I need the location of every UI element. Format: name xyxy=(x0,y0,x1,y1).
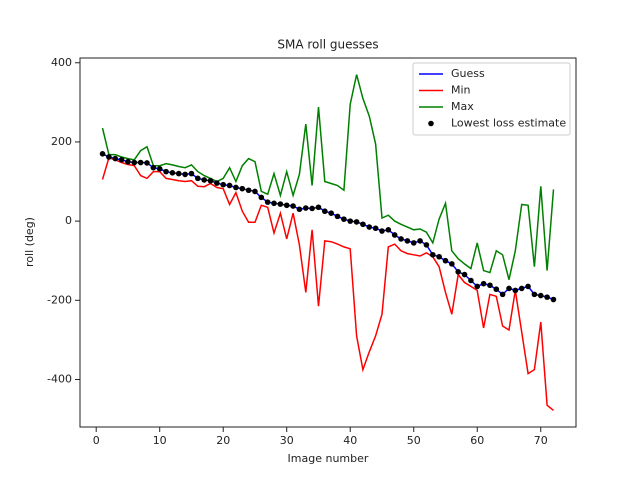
scatter-point xyxy=(163,168,169,175)
scatter-point xyxy=(290,203,296,209)
scatter-point xyxy=(468,277,474,284)
scatter-point xyxy=(112,155,119,162)
x-tick-label: 70 xyxy=(534,434,548,447)
scatter-point xyxy=(125,158,131,165)
scatter-point xyxy=(302,205,309,211)
scatter-point xyxy=(410,240,417,246)
scatter-point xyxy=(195,175,201,182)
scatter-point xyxy=(214,180,220,186)
scatter-point xyxy=(360,221,366,228)
scatter-point xyxy=(328,210,334,217)
scatter-point xyxy=(398,236,404,242)
scatter-point xyxy=(239,185,246,192)
scatter-point xyxy=(423,242,430,248)
scatter-point xyxy=(271,200,277,207)
scatter-point xyxy=(379,228,385,234)
scatter-point xyxy=(417,238,423,244)
scatter-point xyxy=(493,286,500,293)
scatter-point xyxy=(537,292,544,299)
scatter-point xyxy=(188,170,195,177)
legend-swatch xyxy=(428,120,434,127)
y-tick-label: 200 xyxy=(51,135,72,148)
scatter-point xyxy=(341,216,347,222)
scatter-point xyxy=(150,164,157,171)
scatter-point xyxy=(99,151,106,157)
scatter-point xyxy=(506,285,512,292)
line-series xyxy=(102,153,554,301)
scatter-point xyxy=(474,283,481,290)
scatter-point xyxy=(512,287,519,294)
x-tick-label: 20 xyxy=(216,434,230,447)
scatter-point xyxy=(252,188,258,195)
scatter-point xyxy=(322,208,328,215)
y-tick-label: 0 xyxy=(65,214,72,227)
scatter-point xyxy=(315,204,322,211)
scatter-point xyxy=(106,154,112,160)
plot-frame xyxy=(79,57,577,428)
x-tick-label: 0 xyxy=(93,434,100,447)
scatter-point xyxy=(391,232,398,238)
x-tick-label: 40 xyxy=(343,434,357,447)
scatter-point xyxy=(353,219,360,225)
legend-label: Max xyxy=(451,100,474,113)
scatter-point xyxy=(207,177,214,184)
x-tick-label: 30 xyxy=(280,434,294,447)
scatter-point xyxy=(436,253,442,260)
x-tick-label: 50 xyxy=(407,434,421,447)
x-tick-label: 60 xyxy=(470,434,484,447)
chart-title: SMA roll guesses xyxy=(277,38,378,52)
scatter-point xyxy=(175,170,182,177)
scatter-point xyxy=(487,282,493,289)
scatter-point xyxy=(201,177,207,183)
scatter-point xyxy=(334,213,341,220)
scatter-point xyxy=(296,206,303,213)
scatter-point xyxy=(169,170,176,176)
scatter-point xyxy=(118,156,125,163)
scatter-point xyxy=(429,251,436,258)
scatter-point xyxy=(525,283,531,290)
scatter-point xyxy=(404,238,411,244)
legend-label: Lowest loss estimate xyxy=(451,117,566,130)
scatter-point xyxy=(347,218,354,224)
scatter-point xyxy=(372,225,379,232)
x-tick-label: 10 xyxy=(153,434,167,447)
scatter-point xyxy=(499,291,506,298)
scatter-point xyxy=(480,280,487,287)
legend-box xyxy=(412,62,571,136)
scatter-point xyxy=(283,202,290,209)
y-tick-label: -200 xyxy=(47,293,72,306)
scatter-point xyxy=(461,271,468,278)
scatter-point xyxy=(137,159,144,166)
scatter-point xyxy=(264,199,271,205)
scatter-point xyxy=(518,285,525,292)
legend-label: Min xyxy=(451,84,471,97)
scatter-point xyxy=(550,296,557,303)
scatter-point xyxy=(531,291,538,298)
line-series xyxy=(101,74,555,280)
scatter-point xyxy=(309,205,315,212)
scatter-point xyxy=(131,159,138,166)
line-series xyxy=(101,156,554,411)
scatter-point xyxy=(277,201,284,207)
scatter-point xyxy=(144,160,150,166)
y-tick-label: 400 xyxy=(51,56,72,69)
scatter-point xyxy=(449,261,455,267)
y-axis-label: roll (deg) xyxy=(23,217,36,267)
scatter-point xyxy=(182,171,188,178)
x-axis-label: Image number xyxy=(288,452,369,465)
scatter-point xyxy=(366,224,373,230)
y-tick-label: -400 xyxy=(47,372,72,385)
scatter-point xyxy=(385,227,392,233)
scatter-point xyxy=(220,181,227,188)
scatter-point xyxy=(233,184,239,191)
scatter-point xyxy=(245,187,252,194)
scatter-point xyxy=(455,268,461,275)
scatter-point xyxy=(258,194,265,201)
scatter-point xyxy=(226,182,233,189)
scatter-point xyxy=(544,294,550,300)
scatter-point xyxy=(156,166,163,172)
scatter-point xyxy=(442,257,449,264)
legend-label: Guess xyxy=(451,67,485,80)
